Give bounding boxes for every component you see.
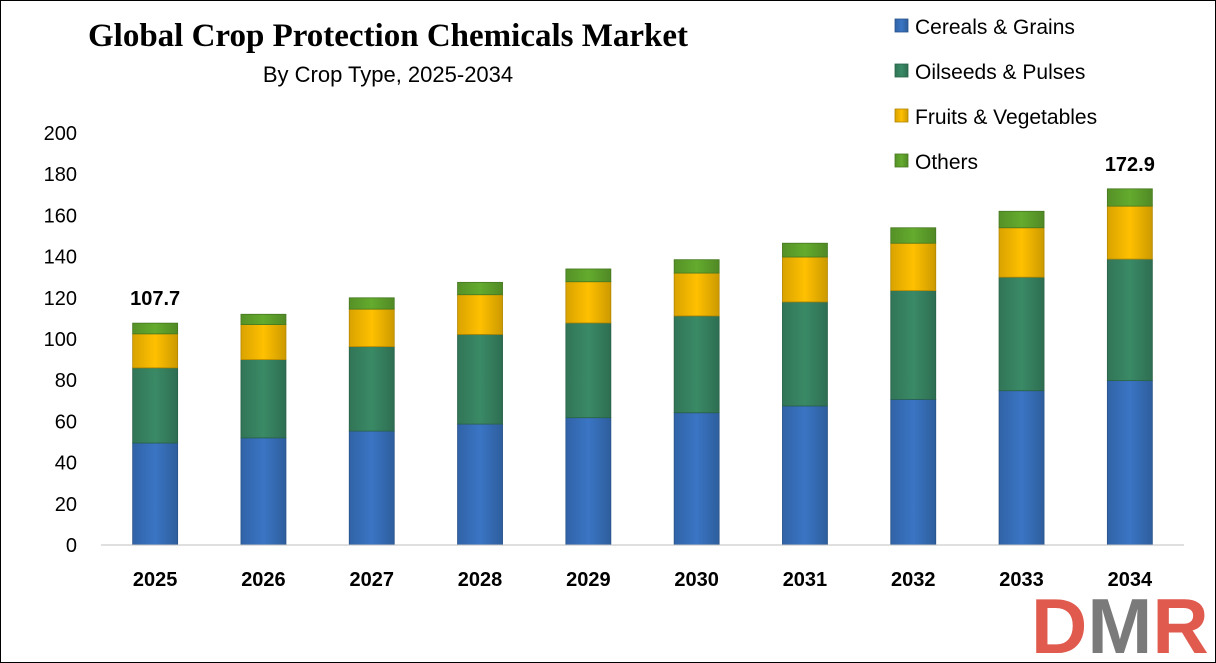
bar-segment-others-2026 <box>240 313 287 325</box>
dmr-logo-text: DMR <box>1031 582 1209 662</box>
dmr-logo: DMR <box>1031 582 1209 662</box>
chart-title: Global Crop Protection Chemicals Market <box>88 18 688 54</box>
bar-segment-cereals-grains-2030 <box>673 412 720 546</box>
chart-subtitle: By Crop Type, 2025-2034 <box>263 62 513 87</box>
x-axis: 2025 2026 2027 2028 2029 2030 2031 2032 2033 2034 <box>133 569 1153 591</box>
x-tick-label-2029: 2029 <box>566 569 611 591</box>
legend-swatch-others <box>894 153 909 168</box>
bar-segment-fruits-vegetables-2032 <box>890 242 937 291</box>
bar-segment-cereals-grains-2028 <box>457 423 503 546</box>
x-tick-label-2026: 2026 <box>241 569 286 591</box>
bar-segment-oilseeds-pulses-2032 <box>890 290 937 400</box>
bar-segment-others-2032 <box>890 227 937 244</box>
bar-segment-fruits-vegetables-2033 <box>998 227 1045 278</box>
bars <box>132 188 1153 546</box>
y-tick-label: 60 <box>55 411 77 433</box>
bar-segment-others-2029 <box>565 268 612 283</box>
y-tick-label: 140 <box>44 247 77 269</box>
bar-segment-others-2031 <box>782 242 828 258</box>
x-tick-label-2030: 2030 <box>674 569 719 591</box>
bar-segment-fruits-vegetables-2027 <box>348 308 395 348</box>
bar-segment-cereals-grains-2029 <box>565 417 612 546</box>
legend-label-oilseeds-pulses: Oilseeds & Pulses <box>915 61 1085 84</box>
y-axis: 0 20 40 60 80 100 120 140 160 180 200 <box>44 123 77 557</box>
bar-segment-oilseeds-pulses-2031 <box>782 301 828 407</box>
bar-segment-fruits-vegetables-2030 <box>673 272 720 317</box>
y-tick-label: 180 <box>44 164 77 186</box>
legend-label-others: Others <box>915 151 978 174</box>
bar-segment-fruits-vegetables-2028 <box>457 294 503 335</box>
x-tick-label-2033: 2033 <box>999 569 1044 591</box>
bar-segment-cereals-grains-2032 <box>890 398 937 546</box>
bar-segment-oilseeds-pulses-2027 <box>348 346 395 432</box>
bar-segment-oilseeds-pulses-2028 <box>457 334 503 425</box>
total-label-2034: 172.9 <box>1105 154 1155 176</box>
y-tick-label: 20 <box>55 494 77 516</box>
x-tick-label-2031: 2031 <box>783 569 828 591</box>
x-tick-label-2028: 2028 <box>458 569 503 591</box>
legend-label-cereals-grains: Cereals & Grains <box>915 16 1075 39</box>
bar-segment-oilseeds-pulses-2030 <box>673 315 720 414</box>
y-tick-label: 80 <box>55 370 77 392</box>
y-tick-label: 40 <box>55 453 77 475</box>
bar-segment-others-2034 <box>1106 188 1153 207</box>
y-tick-label: 160 <box>44 205 77 227</box>
x-tick-label-2027: 2027 <box>350 569 395 591</box>
bar-segment-fruits-vegetables-2029 <box>565 281 612 324</box>
legend-swatch-oilseeds-pulses <box>894 63 909 78</box>
bar-segment-cereals-grains-2034 <box>1106 380 1153 546</box>
bar-segment-fruits-vegetables-2034 <box>1106 205 1153 260</box>
legend: Cereals & Grains Oilseeds & Pulses Fruits … <box>894 16 1097 174</box>
y-tick-label: 200 <box>44 123 77 145</box>
y-tick-label: 120 <box>44 288 77 310</box>
bar-segment-others-2028 <box>457 281 503 296</box>
total-label-2025: 107.7 <box>130 288 180 310</box>
bar-segment-fruits-vegetables-2031 <box>782 256 828 303</box>
bar-segment-others-2025 <box>132 322 179 335</box>
x-tick-label-2034: 2034 <box>1108 569 1153 591</box>
legend-swatch-fruits-vegetables <box>894 108 909 123</box>
bar-segment-fruits-vegetables-2025 <box>132 333 179 369</box>
bar-segment-oilseeds-pulses-2025 <box>132 367 179 444</box>
bar-segment-oilseeds-pulses-2026 <box>240 359 287 439</box>
bar-segment-oilseeds-pulses-2029 <box>565 322 612 419</box>
data-labels: 107.7 172.9 <box>130 154 1155 310</box>
y-tick-label: 0 <box>66 535 77 557</box>
x-tick-label-2032: 2032 <box>891 569 936 591</box>
bar-segment-cereals-grains-2031 <box>782 405 828 546</box>
bar-segment-oilseeds-pulses-2033 <box>998 276 1045 392</box>
bar-segment-cereals-grains-2025 <box>132 442 179 546</box>
legend-label-fruits-vegetables: Fruits & Vegetables <box>915 106 1097 129</box>
bar-segment-cereals-grains-2027 <box>348 430 395 546</box>
bar-segment-others-2030 <box>673 259 720 274</box>
bar-segment-oilseeds-pulses-2034 <box>1106 258 1153 382</box>
bar-segment-others-2027 <box>348 297 395 310</box>
legend-swatch-cereals-grains <box>894 18 909 33</box>
bar-segment-fruits-vegetables-2026 <box>240 324 287 360</box>
bar-segment-others-2033 <box>998 210 1045 229</box>
x-tick-label-2025: 2025 <box>133 569 178 591</box>
y-tick-label: 100 <box>44 329 77 351</box>
bar-segment-cereals-grains-2033 <box>998 390 1045 546</box>
bar-segment-cereals-grains-2026 <box>240 437 287 546</box>
